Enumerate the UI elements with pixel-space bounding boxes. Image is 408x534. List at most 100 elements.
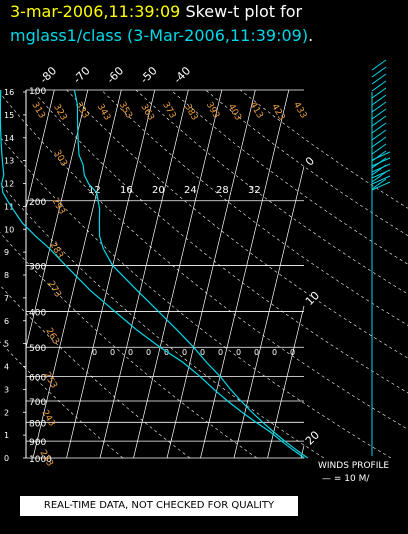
mixing-ratio-label: 32 (248, 185, 261, 196)
dry-adiabat-line (240, 89, 408, 209)
station-text: mglass1/class (10, 26, 122, 45)
dry-adiabat-line (205, 89, 408, 237)
pressure-tick-label: 100 (29, 87, 46, 97)
height-tick-label: 12 (4, 180, 14, 189)
mixing-ratio-label: 24 (184, 185, 197, 196)
height-tick-label: 14 (4, 134, 14, 143)
moist-adiabat-label: 293 (49, 197, 66, 217)
wind-barb (371, 66, 387, 78)
dry-adiabat-line (101, 89, 408, 326)
wind-barb (371, 151, 391, 161)
height-tick-label: 16 (4, 88, 14, 97)
pressure-tick-label: 500 (29, 344, 46, 354)
dry-adiabat-line (31, 89, 408, 394)
isotherm-line (133, 89, 223, 459)
dry-adiabat-label: 323 (51, 103, 68, 123)
timestamp-text: 3-mar-2006,11:39:09 (10, 2, 181, 21)
wind-barb (371, 181, 391, 191)
height-tick-label: 2 (4, 408, 9, 417)
height-tick-label: 13 (4, 157, 14, 166)
dry-adiabat-label: 353 (117, 101, 134, 121)
isotherm-line (233, 166, 305, 459)
temperature-tick-label: -80 (37, 64, 59, 86)
pressure-tick-label: 1000 (29, 455, 52, 465)
pressure-tick-label: 300 (29, 263, 46, 273)
dry-adiabat-line (135, 89, 408, 295)
temperature-tick-label: -70 (71, 64, 93, 86)
mixing-ratio-row-value: 0 (218, 348, 223, 357)
quality-notice: REAL-TIME DATA, NOT CHECKED FOR QUALITY (20, 496, 298, 516)
mixing-ratio-label: 16 (120, 185, 133, 196)
wind-barb (371, 175, 391, 185)
isotherm-line (66, 89, 156, 459)
dry-adiabat-label: 413 (247, 101, 264, 121)
title-suffix-text: Skew-t plot for (185, 2, 303, 21)
wind-barb (371, 122, 387, 134)
mixing-ratio-row-value: 0 (110, 348, 115, 357)
dry-adiabat-label: 343 (95, 103, 112, 123)
wind-barb (371, 129, 387, 141)
height-tick-label: 11 (4, 202, 14, 211)
mixing-ratio-label: 20 (152, 185, 165, 196)
wind-barb (371, 87, 387, 99)
pressure-tick-label: 800 (29, 419, 46, 429)
dry-adiabat-line (0, 182, 325, 459)
wind-barb (371, 101, 387, 113)
dry-adiabat-line (0, 341, 124, 459)
pressure-tick-label: 200 (29, 198, 46, 208)
wind-barb (371, 178, 387, 190)
winds-scale-label: — = 10 M/ (322, 474, 370, 484)
mixing-ratio-row-value: 0 (128, 348, 133, 357)
mixing-ratio-row-value: 0 (272, 348, 277, 357)
height-tick-label: 5 (4, 340, 9, 349)
dry-adiabat-line (0, 136, 392, 459)
dry-adiabat-label: 333 (73, 101, 90, 121)
dry-adiabat-line (66, 89, 408, 359)
dry-adiabat-line (0, 284, 191, 459)
temperature-tick-label: -50 (138, 64, 160, 86)
height-tick-label: 10 (4, 225, 14, 234)
dry-adiabat-label: 363 (138, 103, 155, 123)
pressure-tick-label: 900 (29, 438, 46, 448)
moist-adiabat-label: 303 (51, 149, 68, 169)
pressure-tick-label: 400 (29, 309, 46, 319)
isotherm-line (32, 89, 122, 459)
temperature-tick-label: 20 (303, 429, 322, 448)
pressure-tick-label: 600 (29, 373, 46, 383)
dry-adiabat-label: 423 (269, 103, 286, 123)
height-tick-label: 15 (4, 111, 14, 120)
temperature-tick-label: -40 (171, 64, 193, 86)
mixing-ratio-row-value: 0 (146, 348, 151, 357)
dry-adiabat-label: 373 (160, 101, 177, 121)
height-tick-label: 8 (4, 271, 9, 280)
mixing-ratio-row-value: 0 (200, 348, 205, 357)
height-tick-label: 4 (4, 363, 9, 372)
isotherm-line (25, 89, 55, 209)
dry-adiabat-label: 433 (291, 101, 308, 121)
wind-barb (371, 80, 387, 92)
wind-barb (371, 136, 387, 148)
dewpoint-trace (0, 89, 305, 459)
height-tick-label: 3 (4, 385, 9, 394)
title-line-2: mglass1/class (3-Mar-2006,11:39:09). (10, 26, 313, 46)
wind-barb (371, 94, 387, 106)
wind-barb (371, 59, 387, 71)
temperature-tick-label: -60 (104, 64, 126, 86)
height-tick-label: 9 (4, 248, 9, 257)
pressure-tick-label: 700 (29, 398, 46, 408)
wind-barb (371, 108, 387, 120)
height-tick-label: 7 (4, 294, 9, 303)
temperature-tick-label: 10 (303, 289, 322, 308)
isotherm-line (25, 89, 89, 348)
mixing-ratio-label: 28 (216, 185, 229, 196)
mixing-ratio-row-value: 0 (290, 348, 295, 357)
temperature-tick-label: 0 (303, 154, 317, 168)
dry-adiabat-label: 383 (182, 103, 199, 123)
mixing-ratio-row-value: 0 (164, 348, 169, 357)
wind-barb (371, 171, 387, 183)
mixing-ratio-row-value: 0 (182, 348, 187, 357)
isotherm-line (99, 89, 189, 459)
wind-barb (371, 73, 387, 85)
mixing-ratio-row-value: 0 (254, 348, 259, 357)
